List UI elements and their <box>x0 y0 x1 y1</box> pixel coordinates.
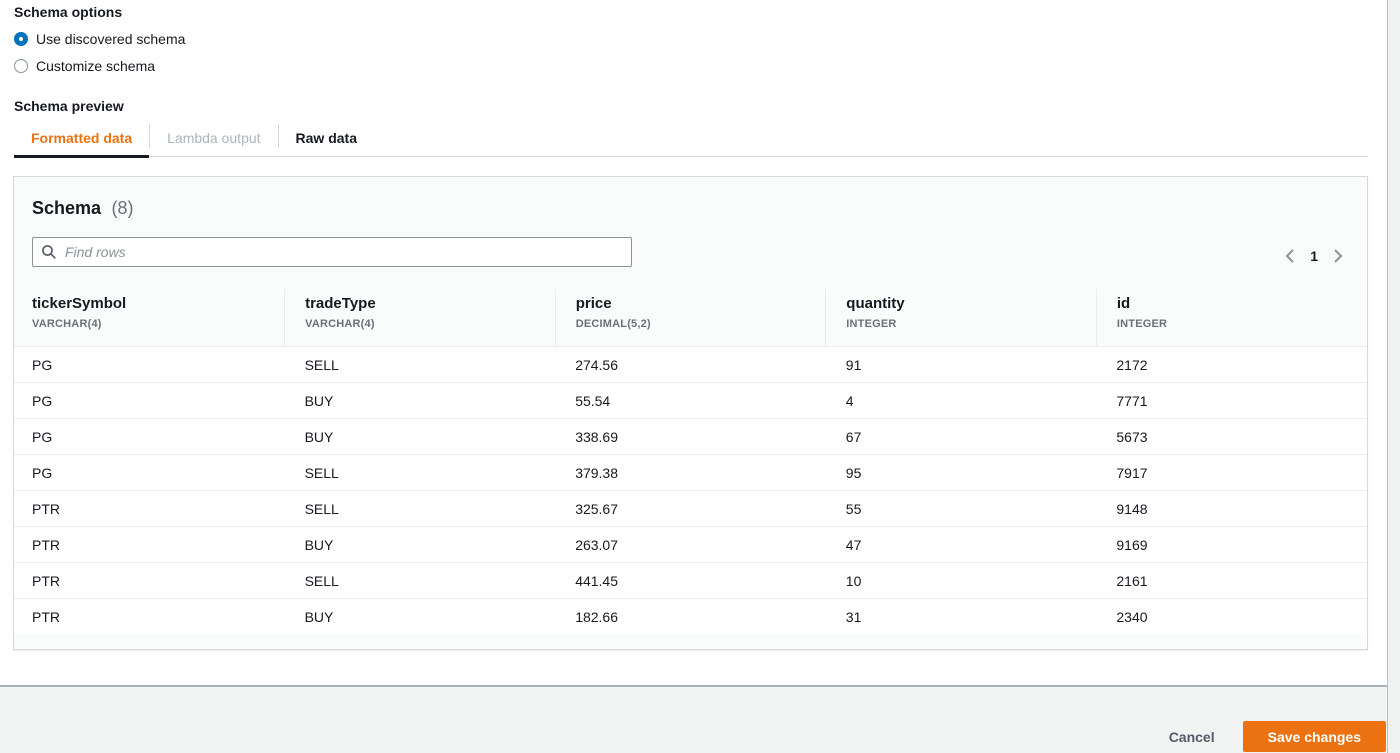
table-cell: PG <box>14 382 285 419</box>
table-cell: PTR <box>14 490 285 527</box>
table-cell: 263.07 <box>555 526 826 563</box>
table-cell: BUY <box>284 382 556 419</box>
column-type: VARCHAR(4) <box>32 318 102 330</box>
schema-table-header: tickerSymbol VARCHAR(4) tradeType VARCHA… <box>14 289 1367 347</box>
vertical-scrollbar[interactable] <box>1387 0 1400 753</box>
column-name: price <box>575 295 612 312</box>
table-cell: 4 <box>825 382 1097 419</box>
table-cell: PG <box>14 346 285 383</box>
column-header-tradeType: tradeType VARCHAR(4) <box>284 289 556 347</box>
column-name: tickerSymbol <box>32 295 127 312</box>
table-cell: PG <box>14 454 285 491</box>
table-cell: 325.67 <box>555 490 826 527</box>
column-name: id <box>1116 295 1131 312</box>
table-cell: 10 <box>825 562 1097 599</box>
table-cell: 2172 <box>1096 346 1367 383</box>
table-cell: 67 <box>825 418 1097 455</box>
cancel-button[interactable]: Cancel <box>1149 721 1235 752</box>
chevron-right-icon[interactable] <box>1325 243 1351 269</box>
search-box <box>32 237 632 267</box>
table-cell: PTR <box>14 562 285 599</box>
column-header-price: price DECIMAL(5,2) <box>554 289 826 347</box>
table-cell: BUY <box>284 598 556 634</box>
table-cell: 9169 <box>1096 526 1367 563</box>
schema-preview-label: Schema preview <box>14 98 124 114</box>
column-type: INTEGER <box>1116 318 1168 330</box>
table-cell: SELL <box>284 562 556 599</box>
radio-use-discovered-schema[interactable]: Use discovered schema <box>14 31 185 47</box>
footer-action-bar: Cancel Save changes <box>0 685 1400 753</box>
radio-label: Use discovered schema <box>36 31 186 47</box>
table-cell: 5673 <box>1096 418 1367 455</box>
search-icon <box>42 245 56 259</box>
table-cell: PTR <box>14 598 285 634</box>
table-cell: 55.54 <box>555 382 826 419</box>
schema-table-panel: Schema (8) 1 <box>13 176 1368 650</box>
tab-raw-data[interactable]: Raw data <box>295 130 357 146</box>
table-cell: 2161 <box>1096 562 1367 599</box>
column-type: DECIMAL(5,2) <box>575 318 651 330</box>
tab-divider <box>277 124 279 148</box>
radio-label: Customize schema <box>36 58 156 74</box>
table-cell: 182.66 <box>555 598 826 634</box>
schema-table-body: PG SELL 274.56 91 2172 PG BUY 55.54 4 7771 PG BUY 33… <box>14 346 1367 634</box>
schema-options-label: Schema options <box>14 4 123 20</box>
column-type: VARCHAR(4) <box>305 318 375 330</box>
table-cell: SELL <box>284 454 556 491</box>
table-cell: 274.56 <box>555 346 826 383</box>
column-name: quantity <box>846 295 905 312</box>
panel-title: Schema <box>32 198 102 218</box>
table-row: PTR BUY 182.66 31 2340 <box>14 598 1367 634</box>
table-row: PG BUY 55.54 4 7771 <box>14 382 1367 419</box>
table-cell: BUY <box>284 418 556 455</box>
column-type: INTEGER <box>846 318 897 330</box>
save-changes-button[interactable]: Save changes <box>1242 721 1386 752</box>
column-header-id: id INTEGER <box>1095 289 1367 347</box>
table-row: PTR SELL 325.67 55 9148 <box>14 490 1367 527</box>
pagination: 1 <box>1277 243 1351 269</box>
schema-preview-tabs: Formatted data Lambda output Raw data <box>14 118 1368 158</box>
tab-formatted-data[interactable]: Formatted data <box>14 118 150 158</box>
table-cell: SELL <box>284 490 556 527</box>
table-cell: 441.45 <box>555 562 826 599</box>
table-cell: 55 <box>825 490 1097 527</box>
table-cell: 91 <box>825 346 1097 383</box>
table-cell: SELL <box>284 346 556 383</box>
table-cell: PG <box>14 418 285 455</box>
radio-unselected-icon[interactable] <box>14 59 28 73</box>
table-row: PTR BUY 263.07 47 9169 <box>14 526 1367 563</box>
table-cell: 7917 <box>1096 454 1367 491</box>
page-number[interactable]: 1 <box>1310 248 1318 264</box>
schema-options-section: Schema options Use discovered schema Cus… <box>14 4 185 114</box>
radio-selected-icon[interactable] <box>14 32 28 46</box>
table-cell: 47 <box>825 526 1097 563</box>
search-row <box>14 221 1367 285</box>
tab-divider <box>149 124 151 148</box>
table-cell: BUY <box>284 526 556 563</box>
panel-title-row: Schema (8) <box>14 177 1367 221</box>
table-cell: 338.69 <box>555 418 826 455</box>
schema-table: tickerSymbol VARCHAR(4) tradeType VARCHA… <box>14 289 1367 634</box>
table-cell: 7771 <box>1096 382 1367 419</box>
table-row: PTR SELL 441.45 10 2161 <box>14 562 1367 599</box>
table-cell: 9148 <box>1096 490 1367 527</box>
table-row: PG SELL 274.56 91 2172 <box>14 346 1367 383</box>
table-row: PG SELL 379.38 95 7917 <box>14 454 1367 491</box>
table-cell: 31 <box>825 598 1097 634</box>
table-cell: 95 <box>825 454 1097 491</box>
column-name: tradeType <box>305 295 376 312</box>
find-rows-input[interactable] <box>32 237 632 267</box>
radio-customize-schema[interactable]: Customize schema <box>14 58 185 74</box>
column-header-tickerSymbol: tickerSymbol VARCHAR(4) <box>14 289 285 347</box>
table-cell: PTR <box>14 526 285 563</box>
table-cell: 379.38 <box>555 454 826 491</box>
column-header-quantity: quantity INTEGER <box>825 289 1097 347</box>
tab-lambda-output[interactable]: Lambda output <box>167 130 261 146</box>
table-cell: 2340 <box>1096 598 1367 634</box>
table-row: PG BUY 338.69 67 5673 <box>14 418 1367 455</box>
panel-row-count: (8) <box>111 198 134 218</box>
chevron-left-icon[interactable] <box>1277 243 1303 269</box>
